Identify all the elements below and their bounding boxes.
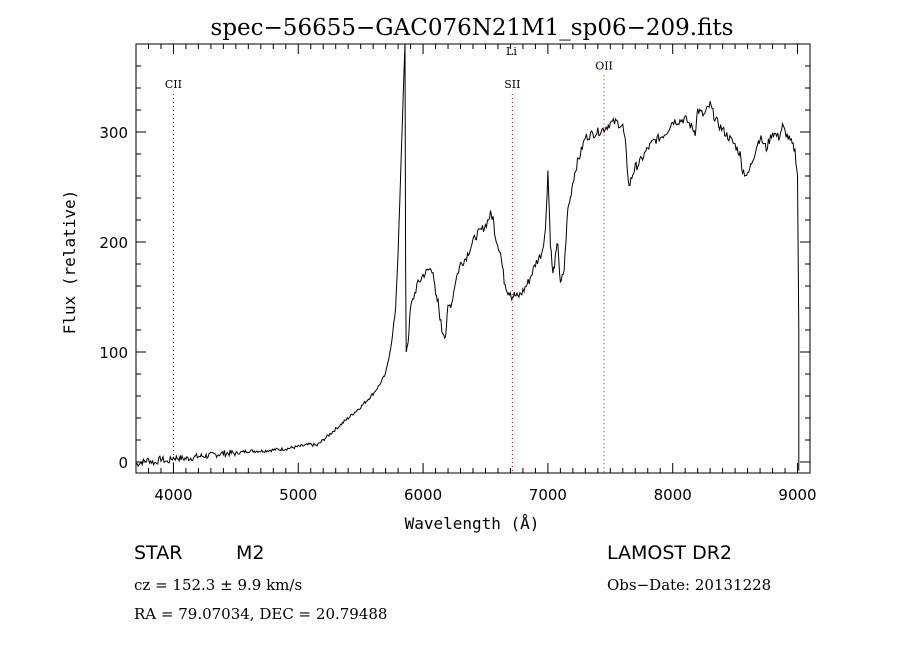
obs-date: Obs−Date: 20131228 <box>607 576 771 594</box>
object-type: STAR <box>134 542 182 564</box>
coords-text: RA = 79.07034, DEC = 20.79488 <box>134 605 387 623</box>
spectrum-series-line <box>135 43 800 471</box>
x-tick-label: 6000 <box>404 486 442 504</box>
plot-area: CII SII Li OII <box>135 43 811 474</box>
info-panel: STAR M2 cz = 152.3 ± 9.9 km/s RA = 79.07… <box>134 542 771 623</box>
x-axis-ticks: 4000 5000 6000 7000 8000 9000 <box>154 44 817 504</box>
survey-name: LAMOST DR2 <box>607 542 732 564</box>
object-subclass: M2 <box>236 542 264 564</box>
chart-title: spec−56655−GAC076N21M1_sp06−209.fits <box>211 15 734 41</box>
y-tick-label: 100 <box>99 344 128 362</box>
spectral-line-label: Li <box>506 45 517 58</box>
spectral-line-label: CII <box>165 78 182 91</box>
plot-frame <box>135 43 811 474</box>
minor-ticks <box>135 43 811 473</box>
x-tick-label: 5000 <box>279 486 317 504</box>
x-tick-label: 4000 <box>154 486 192 504</box>
y-tick-label: 0 <box>118 454 128 472</box>
spectral-line-label: OII <box>595 59 613 72</box>
spectral-line-markers: CII SII Li OII <box>165 45 613 473</box>
x-tick-label: 9000 <box>778 486 816 504</box>
y-axis-ticks: 0 100 200 300 <box>99 124 810 472</box>
spectral-line-label: SII <box>504 78 520 91</box>
y-tick-label: 200 <box>99 234 128 252</box>
x-tick-label: 8000 <box>654 486 692 504</box>
redshift-text: cz = 152.3 ± 9.9 km/s <box>134 576 302 594</box>
x-axis-label: Wavelength (Å) <box>405 514 540 533</box>
y-axis-label: Flux (relative) <box>60 190 79 335</box>
y-tick-label: 300 <box>99 124 128 142</box>
x-tick-label: 7000 <box>529 486 567 504</box>
